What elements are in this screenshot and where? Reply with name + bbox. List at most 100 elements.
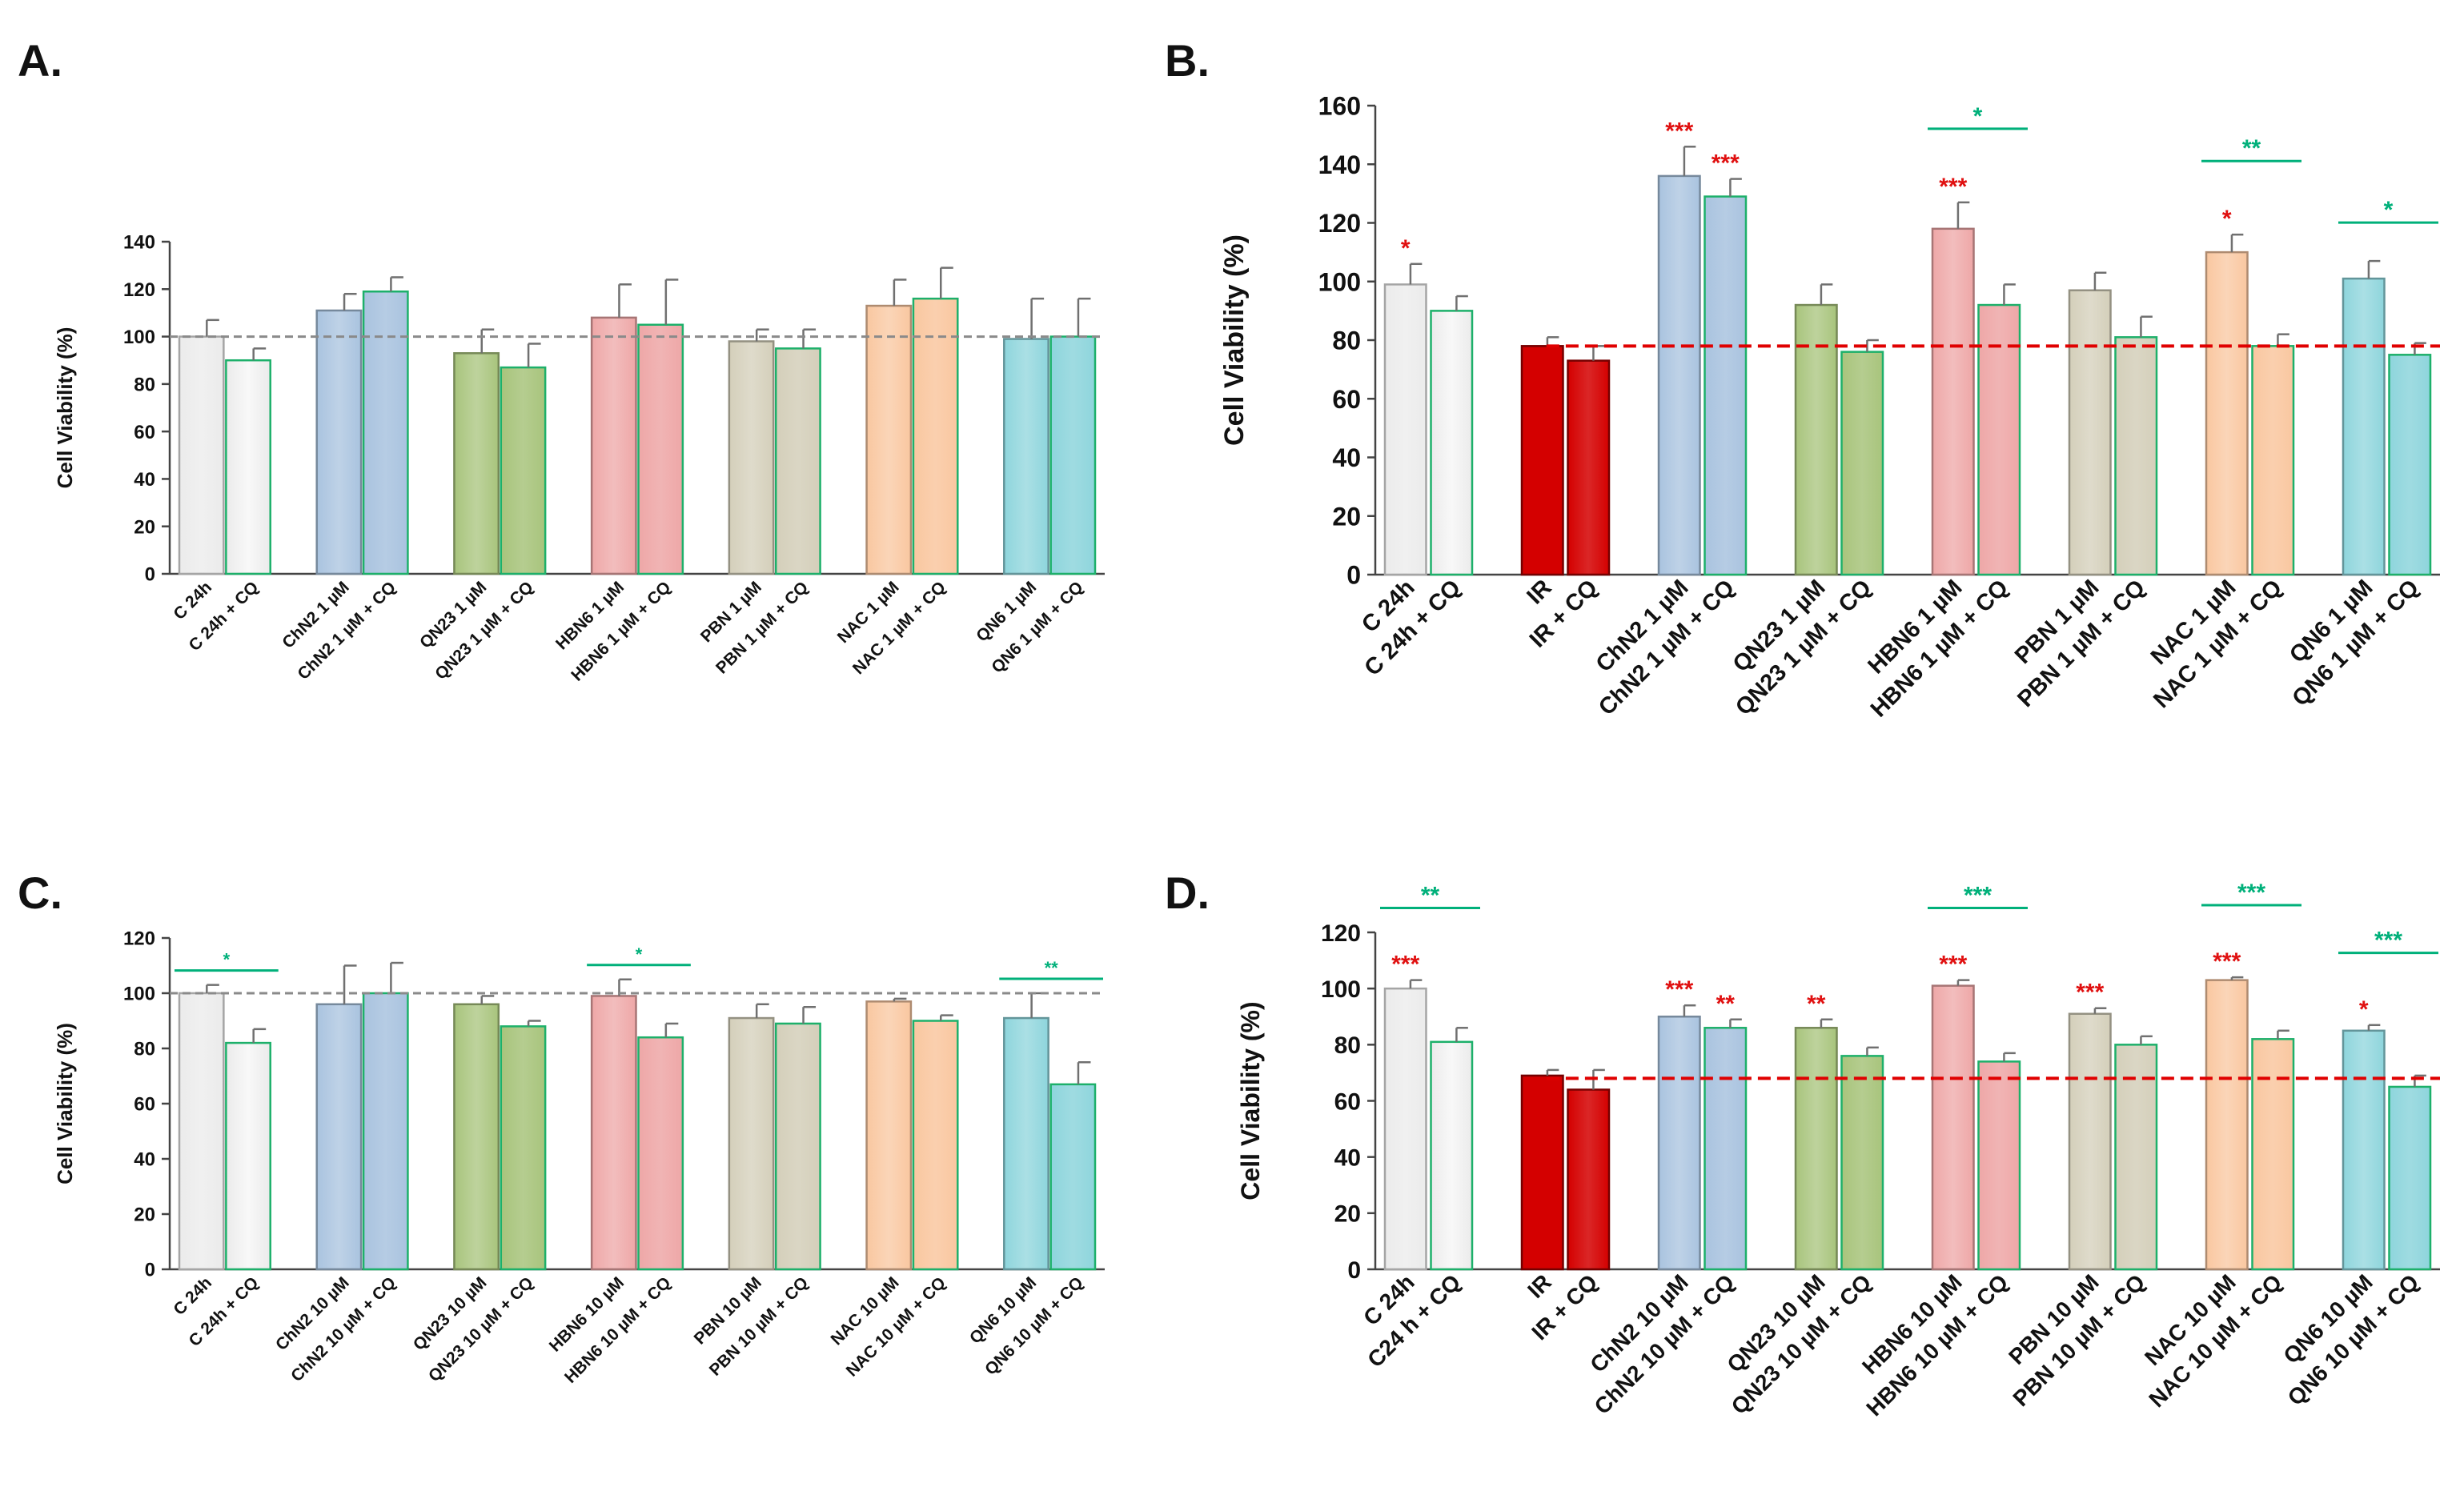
- panel-a-bar-qn23-1-um: [453, 352, 500, 575]
- panel-d-sig-star-c-24h: ***: [1391, 952, 1419, 978]
- panel-a-ytick-label: 140: [123, 232, 155, 254]
- panel-d-sig-line-label: ***: [2374, 928, 2402, 954]
- panel-c-ytick-label: 80: [134, 1039, 155, 1060]
- panel-d-sig-star-hbn6-10-um: ***: [1939, 952, 1967, 978]
- panel-d-ytick-label: 40: [1334, 1144, 1361, 1171]
- panel-a-label: A.: [18, 35, 62, 86]
- panel-d-bar-qn23-10-um: [1794, 1027, 1838, 1271]
- panel-a-ytick-label: 120: [123, 279, 155, 301]
- panel-d-bar-qn23-10-um-cq: [1840, 1055, 1884, 1271]
- panel-d-sig-line-label: ***: [1964, 883, 1992, 909]
- panel-c-ytick-label: 40: [134, 1149, 155, 1171]
- panel-d-ylabel: Cell Viability (%): [1236, 1001, 1265, 1200]
- panel-d-ytick-label: 100: [1321, 976, 1361, 1003]
- panel-b-ytick-label: 40: [1332, 443, 1361, 472]
- panel-d-bar-qn6-10-um: [2342, 1029, 2386, 1271]
- panel-b-sig-star-nac-1-um: *: [2222, 206, 2232, 232]
- panel-d-sig-star-qn6-10-um: *: [2359, 996, 2369, 1023]
- panel-c-bar-chn2-10-um: [315, 1003, 363, 1271]
- panel-a: A. 0 20 40 60 80 100 120 140 Cell Viability (%) C …: [18, 35, 1105, 685]
- panel-b-bar-pbn-1-um-cq: [2114, 336, 2158, 576]
- panel-a-ytick-label: 100: [123, 327, 155, 348]
- panel-d-ytick-label: 60: [1334, 1088, 1361, 1115]
- panel-c-bar-pbn-10-um-cq: [774, 1022, 821, 1271]
- panel-c-bar-hbn6-10-um: [590, 995, 637, 1271]
- panel-d-bar-pbn-10-um: [2068, 1012, 2112, 1271]
- panel-a-bar-hbn6-1-um-cq: [637, 323, 684, 575]
- panel-b-sig-star-chn2-1-um: ***: [1665, 118, 1693, 144]
- panel-b-ytick-label: 20: [1332, 502, 1361, 531]
- panel-d-bar-pbn-10-um-cq: [2114, 1044, 2158, 1271]
- panel-c-bar-qn23-10-um: [453, 1003, 500, 1271]
- panel-d-bar-nac-10-um-cq: [2251, 1038, 2295, 1271]
- panel-d-sig-star-pbn-10-um: ***: [2076, 980, 2104, 1006]
- panel-d-bar-chn2-10-um: [1657, 1016, 1701, 1271]
- panel-c-bar-nac-10-um-cq: [912, 1020, 959, 1271]
- panel-d-ytick-label: 120: [1321, 920, 1361, 947]
- panel-b-sig-star-hbn6-1-um: ***: [1939, 174, 1967, 200]
- panel-a-ytick-label: 20: [134, 516, 155, 538]
- panel-a-bar-c-24h-cq: [225, 359, 271, 575]
- panel-d-sig-star-nac-10-um: ***: [2213, 948, 2241, 975]
- panel-c-ylabel: Cell Viability (%): [53, 1023, 77, 1184]
- panel-a-ylabel: Cell Viability (%): [53, 327, 77, 489]
- panel-d-ytick-label: 80: [1334, 1032, 1361, 1059]
- panel-c-ytick-label: 0: [145, 1260, 155, 1281]
- panel-b-sig-star-c-24h: *: [1401, 235, 1411, 262]
- panel-a-bar-c-24h: [178, 335, 225, 575]
- panel-a-bar-qn6-1-um-cq: [1049, 335, 1097, 575]
- panel-b-bar-qn23-1-um-cq: [1840, 351, 1884, 576]
- panel-c-bar-hbn6-10-um-cq: [637, 1036, 684, 1271]
- panel-a-ytick-label: 0: [145, 564, 155, 586]
- panel-b-ytick-label: 0: [1346, 561, 1361, 590]
- panel-b-ytick-label: 60: [1332, 385, 1361, 414]
- panel-c-sig-line-label: *: [223, 950, 231, 970]
- panel-a-bar-hbn6-1-um: [590, 316, 637, 575]
- panel-c-bar-qn6-10-um-cq: [1049, 1083, 1097, 1271]
- panel-c-sig-line-label: **: [1045, 958, 1059, 978]
- panel-c-bar-c-24h: [178, 992, 225, 1271]
- panel-b-bar-qn23-1-um: [1794, 303, 1838, 576]
- panel-b-bar-pbn-1-um: [2068, 289, 2112, 576]
- panel-c-bar-pbn-10-um: [728, 1016, 775, 1271]
- panel-a-ytick-label: 40: [134, 469, 155, 491]
- panel-b: B. 0 20 40 60 80 100 120 140 160 Cell Viability (%…: [1165, 35, 2440, 723]
- panel-b-ylabel: Cell Viability (%): [1219, 234, 1250, 446]
- panel-b-ytick-label: 140: [1318, 150, 1361, 179]
- panel-b-label: B.: [1165, 35, 1210, 86]
- panel-d-bar-hbn6-10-um-cq: [1977, 1060, 2021, 1271]
- panel-b-bar-hbn6-1-um-cq: [1977, 303, 2021, 576]
- panel-b-ytick-label: 160: [1318, 92, 1361, 121]
- panel-d-bar-c-24h: [1383, 987, 1427, 1271]
- panel-b-bar-nac-1-um: [2205, 251, 2249, 576]
- panel-c-bar-qn6-10-um: [1003, 1016, 1049, 1271]
- panel-a-xtick-c-24h: C 24h: [170, 578, 215, 623]
- panel-a-bar-qn6-1-um: [1003, 338, 1049, 575]
- panel-c-bar-qn23-10-um-cq: [500, 1025, 547, 1271]
- panel-b-bar-hbn6-1-um: [1931, 227, 1975, 576]
- panel-d-sig-line-label: **: [1421, 883, 1440, 909]
- panel-a-ytick-label: 60: [134, 422, 155, 443]
- panel-d-bar-c24-h-cq: [1430, 1040, 1474, 1271]
- panel-d-bar-ir-cq: [1567, 1088, 1611, 1271]
- panel-d-ytick-label: 20: [1334, 1201, 1361, 1228]
- panel-b-bar-qn6-1-um: [2342, 277, 2386, 576]
- panel-d-bar-chn2-10-um-cq: [1704, 1027, 1748, 1271]
- panel-c-sig-line-label: *: [636, 944, 643, 964]
- panel-c-bar-c-24h-cq: [225, 1041, 271, 1271]
- panel-a-bar-chn2-1-um-cq: [362, 291, 409, 575]
- panel-a-bar-pbn-1-um: [728, 340, 775, 575]
- panel-c-xtick-c-24h: C 24h: [170, 1273, 215, 1319]
- panel-b-bar-ir: [1520, 345, 1564, 576]
- panel-d-sig-line-label: ***: [2237, 880, 2265, 906]
- panel-a-bar-qn23-1-um-cq: [500, 366, 547, 575]
- panel-d-bar-hbn6-10-um: [1931, 984, 1975, 1271]
- panel-a-bar-nac-1-um: [865, 304, 913, 575]
- panel-b-sig-line-label: *: [2384, 197, 2394, 223]
- panel-c-ytick-label: 100: [123, 984, 155, 1005]
- panel-a-bar-pbn-1-um-cq: [774, 347, 821, 575]
- panel-b-xtick-ir: IR: [1522, 575, 1556, 609]
- panel-d-sig-star-chn2-10-um: ***: [1665, 976, 1693, 1003]
